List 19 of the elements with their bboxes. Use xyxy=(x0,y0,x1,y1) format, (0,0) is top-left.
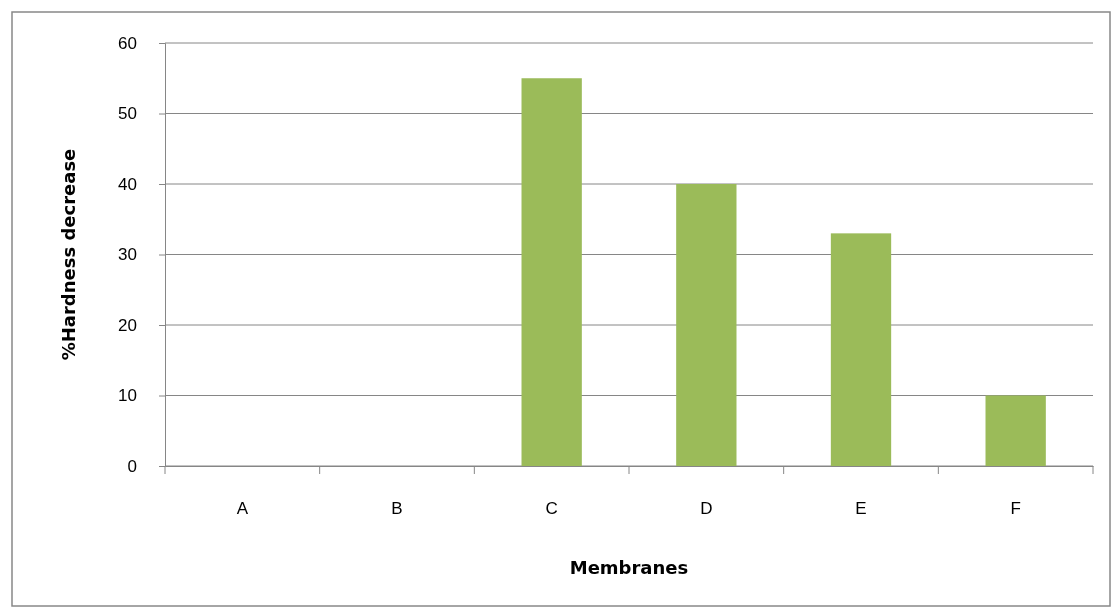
x-tick-label: B xyxy=(391,499,403,519)
y-tick-label: 20 xyxy=(118,315,137,335)
x-tick-label: A xyxy=(236,499,249,519)
y-tick-label: 0 xyxy=(127,456,137,476)
bar xyxy=(830,233,892,466)
x-tick-label: F xyxy=(1010,499,1021,519)
y-tick-label: 30 xyxy=(118,245,137,265)
bar xyxy=(521,78,582,466)
y-tick-label: 50 xyxy=(118,104,137,124)
y-tick-label: 60 xyxy=(118,33,137,53)
x-axis-title: Membranes xyxy=(569,557,689,578)
y-axis-title: %Hardness decrease xyxy=(58,148,79,361)
x-tick-label: E xyxy=(855,499,867,519)
bar xyxy=(676,184,737,466)
x-tick-label: D xyxy=(700,499,713,519)
y-tick-label: 10 xyxy=(118,386,137,406)
x-tick-label: C xyxy=(545,499,558,519)
bar xyxy=(985,395,1046,466)
y-tick-label: 40 xyxy=(118,174,137,194)
